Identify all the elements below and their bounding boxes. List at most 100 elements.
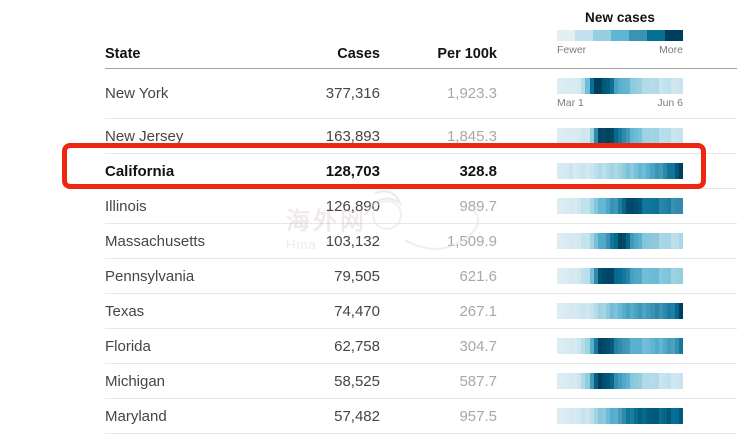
trend-bar [589, 268, 594, 284]
trend-bar [630, 408, 635, 424]
trend-bar [613, 408, 618, 424]
trend-bar [666, 408, 671, 424]
state-name: California [105, 162, 175, 180]
trend-bar [593, 373, 598, 389]
trend-bar [577, 338, 582, 354]
column-header-per100k: Per 100k [437, 46, 497, 62]
trend-bar [573, 408, 578, 424]
trend-bar [573, 338, 578, 354]
cases-value: 128,703 [325, 162, 380, 180]
trend-bar [654, 303, 659, 319]
trend-bar [585, 303, 590, 319]
trend-bar [557, 373, 562, 389]
table-row-new-jersey: New Jersey 163,893 1,845.3 [105, 119, 737, 154]
trend-bar [601, 338, 606, 354]
trend-bar [654, 198, 659, 214]
trend-bar [597, 373, 602, 389]
trend-bar [585, 128, 590, 144]
trend-bar [557, 198, 562, 214]
trend-bar [557, 163, 562, 179]
state-name: Texas [105, 302, 145, 320]
trend-bar [557, 233, 562, 249]
trend-bar [581, 303, 586, 319]
trend-bar [650, 338, 655, 354]
trend-bar [634, 408, 639, 424]
trend-bar [569, 303, 574, 319]
trend-bar [565, 303, 570, 319]
trend-bar [634, 233, 639, 249]
trend-bar [662, 303, 667, 319]
trend-bar [646, 338, 651, 354]
trend-bar [666, 373, 671, 389]
table-row-florida: Florida 62,758 304.7 [105, 329, 737, 364]
legend-labels: Fewer More [557, 44, 683, 56]
trend-bar [605, 303, 610, 319]
trend-strip [557, 78, 683, 94]
trend-bar [581, 128, 586, 144]
cases-value: 57,482 [334, 407, 380, 425]
trend-bar [569, 408, 574, 424]
trend-bar [626, 338, 631, 354]
trend-bar [646, 303, 651, 319]
trend-bar [577, 233, 582, 249]
trend-bar [597, 268, 602, 284]
trend-bar [658, 233, 663, 249]
legend-swatch [557, 30, 575, 41]
legend-more-label: More [659, 44, 683, 56]
trend-bar [569, 128, 574, 144]
per100k-value: 1,923.3 [446, 85, 497, 102]
trend-bar [670, 408, 675, 424]
trend-bar [581, 408, 586, 424]
trend-strip-cell [557, 128, 683, 144]
trend-bar [609, 128, 614, 144]
trend-bar [577, 78, 582, 94]
trend-bar [670, 128, 675, 144]
trend-bar [601, 408, 606, 424]
trend-bar [617, 163, 622, 179]
trend-bar [638, 303, 643, 319]
table-row-illinois: Illinois 126,890 989.7 [105, 189, 737, 224]
trend-bar [638, 78, 643, 94]
trend-bar [613, 198, 618, 214]
trend-bar [654, 338, 659, 354]
trend-bar [634, 373, 639, 389]
trend-bar [581, 198, 586, 214]
trend-bar [573, 163, 578, 179]
trend-bar [662, 163, 667, 179]
trend-bar [662, 268, 667, 284]
trend-bar [630, 163, 635, 179]
trend-bar [577, 163, 582, 179]
trend-bar [561, 128, 566, 144]
trend-bar [561, 408, 566, 424]
trend-strip [557, 163, 683, 179]
trend-bar [577, 128, 582, 144]
trend-bar [609, 408, 614, 424]
cases-value: 126,890 [325, 197, 380, 215]
trend-bar [678, 198, 683, 214]
trend-bar [638, 408, 643, 424]
trend-bar [617, 373, 622, 389]
trend-bar [597, 303, 602, 319]
trend-bar [658, 163, 663, 179]
trend-bar [557, 128, 562, 144]
date-axis-labels: Mar 1 Jun 6 [557, 97, 683, 109]
state-name: New York [105, 85, 169, 102]
per100k-value: 957.5 [459, 407, 497, 425]
trend-bar [650, 78, 655, 94]
trend-bar [617, 338, 622, 354]
trend-bar [617, 268, 622, 284]
trend-bar [678, 303, 683, 319]
trend-bar [654, 268, 659, 284]
trend-strip-cell [557, 338, 683, 354]
trend-bar [670, 233, 675, 249]
trend-bar [658, 303, 663, 319]
trend-bar [666, 163, 671, 179]
trend-bar [642, 233, 647, 249]
trend-bar [678, 233, 683, 249]
trend-bar [646, 373, 651, 389]
trend-bar [622, 338, 627, 354]
trend-bar [622, 78, 627, 94]
trend-bar [593, 128, 598, 144]
trend-bar [650, 268, 655, 284]
trend-bar [605, 163, 610, 179]
